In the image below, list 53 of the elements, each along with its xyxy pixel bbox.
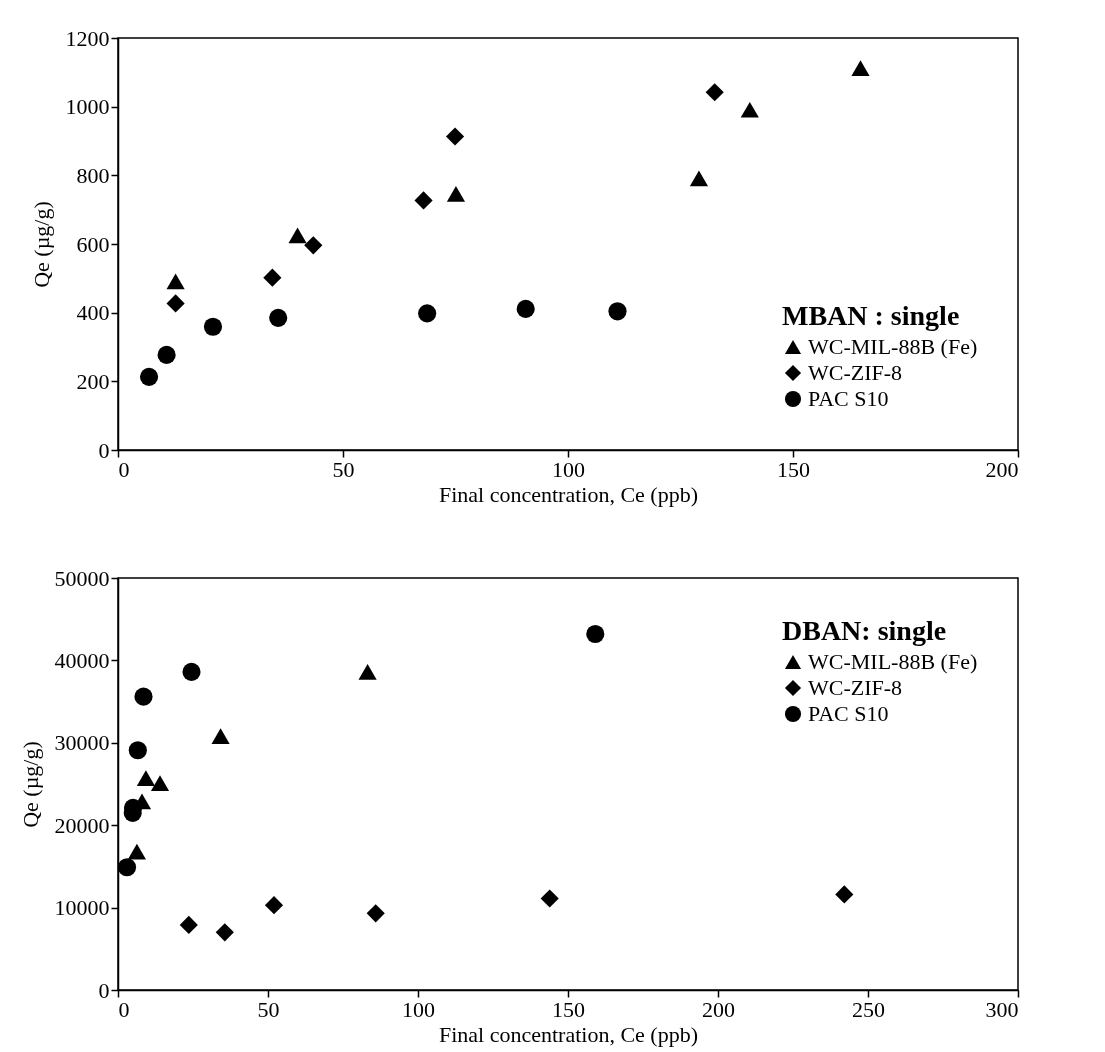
x-axis-title: Final concentration, Ce (ppb) <box>438 481 699 507</box>
y-tick-label: 50000 <box>54 565 110 591</box>
y-axis-title: Qe (µg/g) <box>28 201 54 288</box>
y-tick-label: 1200 <box>65 25 110 51</box>
x-axis-title: Final concentration, Ce (ppb) <box>438 1021 699 1047</box>
point <box>358 664 377 680</box>
legend-label: PAC S10 <box>808 701 889 726</box>
y-tick-label: 400 <box>76 300 110 326</box>
y-tick-label: 30000 <box>54 730 110 756</box>
y-tick-label: 10000 <box>54 895 110 921</box>
legend-label: PAC S10 <box>808 386 889 411</box>
x-tick-label: 200 <box>702 996 735 1022</box>
x-tick-label: 200 <box>985 456 1019 482</box>
y-axis-title: Qe (µg/g) <box>17 741 43 828</box>
y-tick-label: 800 <box>76 162 110 188</box>
point <box>134 687 153 706</box>
point <box>211 728 230 745</box>
y-tick-label: 20000 <box>54 812 110 838</box>
point <box>136 770 155 787</box>
point <box>540 889 559 908</box>
point <box>586 624 605 644</box>
point <box>127 843 146 860</box>
point <box>182 662 201 681</box>
point <box>128 741 147 760</box>
x-tick-label: 50 <box>257 996 280 1022</box>
y-tick-label: 0 <box>98 977 110 1003</box>
x-tick-label: 250 <box>852 996 885 1022</box>
point <box>179 915 198 934</box>
point <box>117 858 137 877</box>
y-tick-label: 0 <box>98 437 110 463</box>
legend-label: WC-ZIF-8 <box>808 675 903 700</box>
y-tick-label: 1000 <box>65 94 110 120</box>
x-tick-label: 300 <box>985 996 1019 1022</box>
y-tick-label: 200 <box>76 368 110 394</box>
point <box>366 904 385 923</box>
legend-label: WC-ZIF-8 <box>808 360 903 385</box>
legend-title: MBAN : single <box>782 300 960 331</box>
x-tick-label: 150 <box>552 996 585 1022</box>
x-tick-label: 0 <box>118 456 130 482</box>
x-tick-label: 50 <box>332 456 355 482</box>
point <box>264 896 284 915</box>
legend-title: DBAN: single <box>782 615 947 646</box>
legend-label: WC-MIL-88B (Fe) <box>808 334 978 359</box>
x-tick-label: 0 <box>118 996 130 1022</box>
point <box>835 885 854 904</box>
y-tick-label: 600 <box>76 231 110 257</box>
y-tick-label: 40000 <box>54 647 110 673</box>
point <box>215 923 234 942</box>
x-tick-label: 100 <box>402 996 435 1022</box>
x-tick-label: 100 <box>552 456 585 482</box>
x-tick-label: 150 <box>777 456 810 482</box>
point <box>150 775 170 792</box>
legend-label: WC-MIL-88B (Fe) <box>808 649 978 674</box>
